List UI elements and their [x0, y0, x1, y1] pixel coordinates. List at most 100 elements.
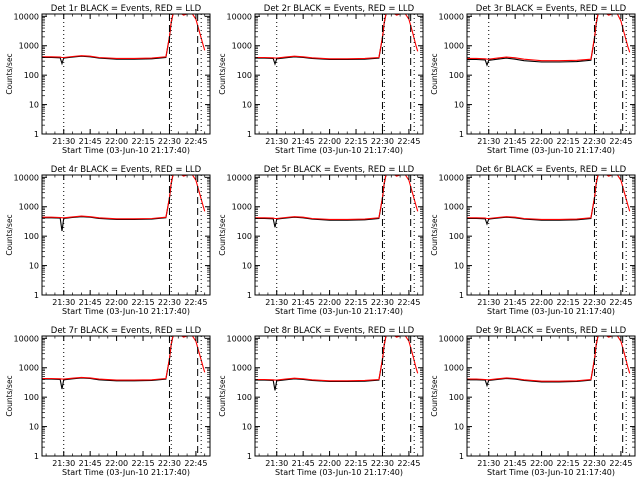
series-line-lld	[255, 175, 419, 220]
plot-frame	[41, 13, 211, 135]
y-tick-label: 10000	[14, 12, 39, 21]
series-line-lld	[467, 336, 631, 382]
y-tick-label: 10	[29, 262, 39, 271]
chart-panel-7: Det 7r BLACK = Events, RED = LLD 1 10 100 10…	[5, 326, 211, 477]
y-tick-label: 10000	[227, 173, 252, 182]
series-line-lld	[42, 175, 206, 220]
y-tick-label: 1	[459, 291, 464, 300]
x-tick-label: 21:45	[504, 459, 527, 468]
y-axis-label: Counts/sec	[5, 53, 14, 94]
chart-panel-1: Det 1r BLACK = Events, RED = LLD 1 10 100 10…	[5, 4, 211, 155]
series-line-events	[467, 336, 599, 388]
y-tick-label: 1000	[19, 42, 39, 51]
x-tick-label: 22:45	[397, 137, 420, 146]
series-line-lld	[467, 14, 631, 62]
x-tick-label: 21:30	[265, 298, 288, 307]
chart-title: Det 4r BLACK = Events, RED = LLD	[51, 165, 202, 175]
series-line-lld	[467, 175, 631, 220]
y-tick-label: 10	[242, 262, 252, 271]
series-line-events	[467, 14, 599, 67]
y-tick-label: 10	[454, 423, 464, 432]
x-tick-label: 22:45	[184, 137, 207, 146]
series-line-lld	[42, 14, 206, 59]
plot-frame	[254, 174, 424, 296]
series-line-events	[467, 175, 599, 226]
y-axis-label: Counts/sec	[430, 214, 439, 255]
x-tick-label: 22:30	[583, 459, 606, 468]
series-line-events	[42, 14, 174, 66]
x-tick-label: 21:30	[265, 137, 288, 146]
x-tick-label: 21:30	[265, 459, 288, 468]
x-tick-label: 22:30	[583, 298, 606, 307]
y-tick-label: 1	[459, 130, 464, 139]
y-tick-label: 100	[24, 71, 39, 80]
chart-panel-2: Det 2r BLACK = Events, RED = LLD 1 10 100 10…	[218, 4, 424, 155]
chart-panel-6: Det 6r BLACK = Events, RED = LLD 1 10 100 10…	[430, 165, 636, 316]
x-tick-label: 21:45	[79, 137, 102, 146]
x-tick-label: 22:30	[158, 137, 181, 146]
y-tick-label: 1	[247, 291, 252, 300]
series-line-events	[255, 14, 387, 66]
y-tick-label: 1000	[444, 42, 464, 51]
x-tick-label: 22:30	[158, 459, 181, 468]
x-tick-label: 22:15	[557, 137, 580, 146]
y-tick-label: 10000	[14, 334, 39, 343]
y-tick-label: 10	[29, 101, 39, 110]
y-tick-label: 1000	[19, 364, 39, 373]
chart-title: Det 7r BLACK = Events, RED = LLD	[51, 326, 202, 336]
series-line-lld	[255, 14, 419, 60]
chart-panel-3: Det 3r BLACK = Events, RED = LLD 1 10 100 10…	[430, 4, 636, 155]
plot-frame	[466, 335, 636, 457]
y-tick-label: 1	[34, 130, 39, 139]
x-tick-label: 22:15	[345, 137, 368, 146]
plot-frame	[466, 174, 636, 296]
plot-frame	[254, 335, 424, 457]
x-tick-label: 22:00	[318, 459, 341, 468]
x-tick-label: 22:30	[371, 459, 394, 468]
x-tick-label: 22:15	[132, 137, 155, 146]
x-tick-label: 21:30	[477, 298, 500, 307]
x-tick-label: 22:00	[530, 298, 553, 307]
x-tick-label: 22:45	[184, 298, 207, 307]
y-tick-label: 1	[34, 291, 39, 300]
y-tick-label: 1	[459, 452, 464, 461]
y-tick-label: 10	[242, 101, 252, 110]
chart-title: Det 6r BLACK = Events, RED = LLD	[476, 165, 627, 175]
x-tick-label: 22:00	[530, 459, 553, 468]
x-tick-label: 21:45	[79, 298, 102, 307]
x-tick-label: 21:30	[477, 137, 500, 146]
y-tick-label: 10	[242, 423, 252, 432]
chart-title: Det 1r BLACK = Events, RED = LLD	[51, 4, 202, 14]
x-axis-label: Start Time (03-Jun-10 21:17:40)	[487, 307, 615, 316]
x-tick-label: 22:15	[132, 459, 155, 468]
chart-title: Det 2r BLACK = Events, RED = LLD	[264, 4, 415, 14]
y-tick-label: 1000	[444, 364, 464, 373]
series-line-events	[255, 336, 387, 391]
x-tick-label: 21:45	[504, 298, 527, 307]
x-tick-label: 21:45	[292, 137, 315, 146]
x-tick-label: 22:00	[530, 137, 553, 146]
x-tick-label: 22:45	[397, 459, 420, 468]
chart-title: Det 9r BLACK = Events, RED = LLD	[476, 326, 627, 336]
x-tick-label: 21:45	[292, 459, 315, 468]
chart-panel-9: Det 9r BLACK = Events, RED = LLD 1 10 100 10…	[430, 326, 636, 477]
x-axis-label: Start Time (03-Jun-10 21:17:40)	[62, 468, 190, 477]
y-tick-label: 100	[237, 232, 252, 241]
y-tick-label: 10	[29, 423, 39, 432]
plot-frame	[41, 174, 211, 296]
y-tick-label: 10	[454, 262, 464, 271]
y-tick-label: 1000	[19, 203, 39, 212]
y-tick-label: 100	[24, 232, 39, 241]
x-tick-label: 21:30	[52, 137, 75, 146]
x-tick-label: 22:15	[132, 298, 155, 307]
x-tick-label: 21:30	[477, 459, 500, 468]
y-tick-label: 100	[237, 393, 252, 402]
y-tick-label: 1	[247, 452, 252, 461]
x-tick-label: 22:45	[609, 298, 632, 307]
y-axis-label: Counts/sec	[218, 53, 227, 94]
chart-panel-4: Det 4r BLACK = Events, RED = LLD 1 10 100 10…	[5, 165, 211, 316]
y-tick-label: 100	[237, 71, 252, 80]
x-tick-label: 21:30	[52, 459, 75, 468]
x-tick-label: 22:15	[557, 298, 580, 307]
